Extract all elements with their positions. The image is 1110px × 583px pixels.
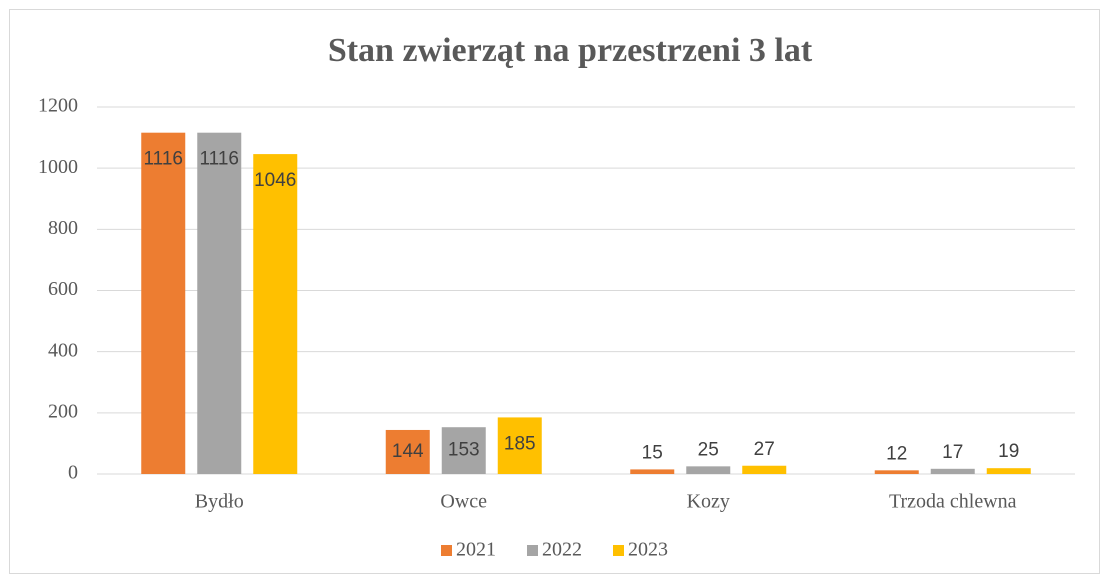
bar: [686, 466, 731, 474]
bar: [497, 417, 542, 474]
data-label: 1046: [254, 170, 296, 191]
legend-label: 2022: [542, 539, 582, 561]
chart-border: [9, 9, 1100, 574]
data-label: 15: [642, 442, 663, 463]
legend-swatch: [527, 545, 538, 556]
x-tick-label: Owce: [440, 491, 487, 513]
bar: [141, 132, 186, 474]
data-label: 17: [942, 442, 963, 463]
y-tick-label: 400: [48, 339, 78, 361]
legend-label: 2023: [628, 539, 668, 561]
y-tick-label: 200: [48, 400, 78, 422]
bar: [197, 132, 242, 474]
bar: [385, 429, 430, 474]
data-label: 153: [448, 440, 480, 461]
data-label: 144: [392, 441, 424, 462]
y-tick-label: 1000: [38, 156, 78, 178]
bar: [742, 465, 787, 474]
y-tick-label: 0: [68, 462, 78, 484]
bar: [930, 468, 975, 474]
bar: [441, 427, 486, 474]
x-tick-label: Trzoda chlewna: [889, 491, 1017, 513]
y-tick-label: 800: [48, 217, 78, 239]
x-tick-label: Kozy: [687, 491, 730, 513]
y-tick-label: 1200: [38, 95, 78, 117]
bar: [874, 470, 919, 474]
bar: [986, 468, 1031, 474]
data-label: 1116: [200, 149, 239, 170]
bar: [630, 469, 675, 474]
data-label: 25: [698, 439, 719, 460]
data-label: 1116: [144, 149, 183, 170]
legend-swatch: [441, 545, 452, 556]
data-label: 185: [504, 433, 536, 454]
bar: [253, 154, 298, 474]
y-tick-label: 600: [48, 278, 78, 300]
x-tick-label: Bydło: [195, 491, 244, 513]
chart-title: Stan zwierząt na przestrzeni 3 lat: [328, 32, 813, 69]
data-label: 12: [886, 443, 907, 464]
data-label: 27: [754, 439, 775, 460]
data-label: 19: [998, 441, 1019, 462]
legend-label: 2021: [456, 539, 496, 561]
legend-swatch: [613, 545, 624, 556]
